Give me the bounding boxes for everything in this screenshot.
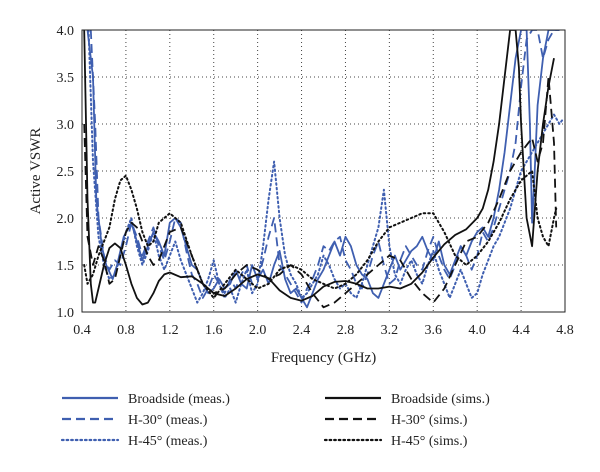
y-tick-label: 3.5: [57, 71, 75, 86]
y-tick-label: 4.0: [57, 24, 75, 39]
x-tick-label: 3.2: [381, 323, 399, 338]
series-line-5: [83, 76, 558, 309]
series-layer: [83, 30, 564, 309]
x-tick-label: 1.6: [205, 323, 223, 338]
x-tick-label: 2.4: [293, 323, 311, 338]
series-line-3: [87, 30, 564, 304]
legend-item: Broadside (sims.): [325, 392, 490, 407]
plot-frame: [81, 29, 566, 313]
y-tick-label: 2.5: [57, 165, 75, 180]
series-line-6: [83, 170, 558, 299]
x-tick-label: 1.2: [161, 323, 179, 338]
y-tick-label: 1.0: [57, 306, 75, 321]
legend-label: Broadside (meas.): [128, 392, 230, 407]
legend-item: H-45° (sims.): [323, 434, 468, 449]
legend-label: Broadside (sims.): [391, 392, 490, 407]
x-tick-label: 4.0: [468, 323, 486, 338]
series-line-2: [89, 30, 560, 304]
x-tick-label: 4.8: [556, 323, 574, 338]
x-tick-label: 0.4: [73, 323, 91, 338]
legend-label: H-30° (sims.): [391, 413, 468, 428]
x-tick-labels: 0.4 0.8 1.2 1.6 2.0 2.4 2.8 3.2 3.6 4.0 4.4 4.8: [73, 323, 574, 338]
legend-item: H-30° (sims.): [325, 413, 468, 428]
x-tick-label: 2.0: [249, 323, 267, 338]
legend-label: H-45° (sims.): [391, 434, 468, 449]
x-tick-label: 4.4: [512, 323, 530, 338]
series-line-4: [83, 30, 555, 306]
y-axis-title: Active VSWR: [28, 128, 44, 215]
series-line-1: [86, 30, 560, 309]
legend-item: H-45° (meas.): [60, 434, 208, 449]
y-tick-label: 1.5: [57, 259, 75, 274]
legend-label: H-30° (meas.): [128, 413, 208, 428]
legend-item: H-30° (meas.): [62, 413, 208, 428]
y-tick-label: 3.0: [57, 118, 75, 133]
legend-item: Broadside (meas.): [62, 392, 230, 407]
x-tick-label: 3.6: [425, 323, 443, 338]
legend: Broadside (meas.) Broadside (sims.) H-30° …: [60, 392, 490, 449]
x-axis-title: Frequency (GHz): [271, 350, 376, 366]
y-tick-label: 2.0: [57, 212, 75, 227]
x-tick-label: 2.8: [337, 323, 355, 338]
legend-label: H-45° (meas.): [128, 434, 208, 449]
x-tick-label: 0.8: [117, 323, 135, 338]
y-tick-labels: 1.0 1.5 2.0 2.5 3.0 3.5 4.0: [57, 24, 75, 321]
